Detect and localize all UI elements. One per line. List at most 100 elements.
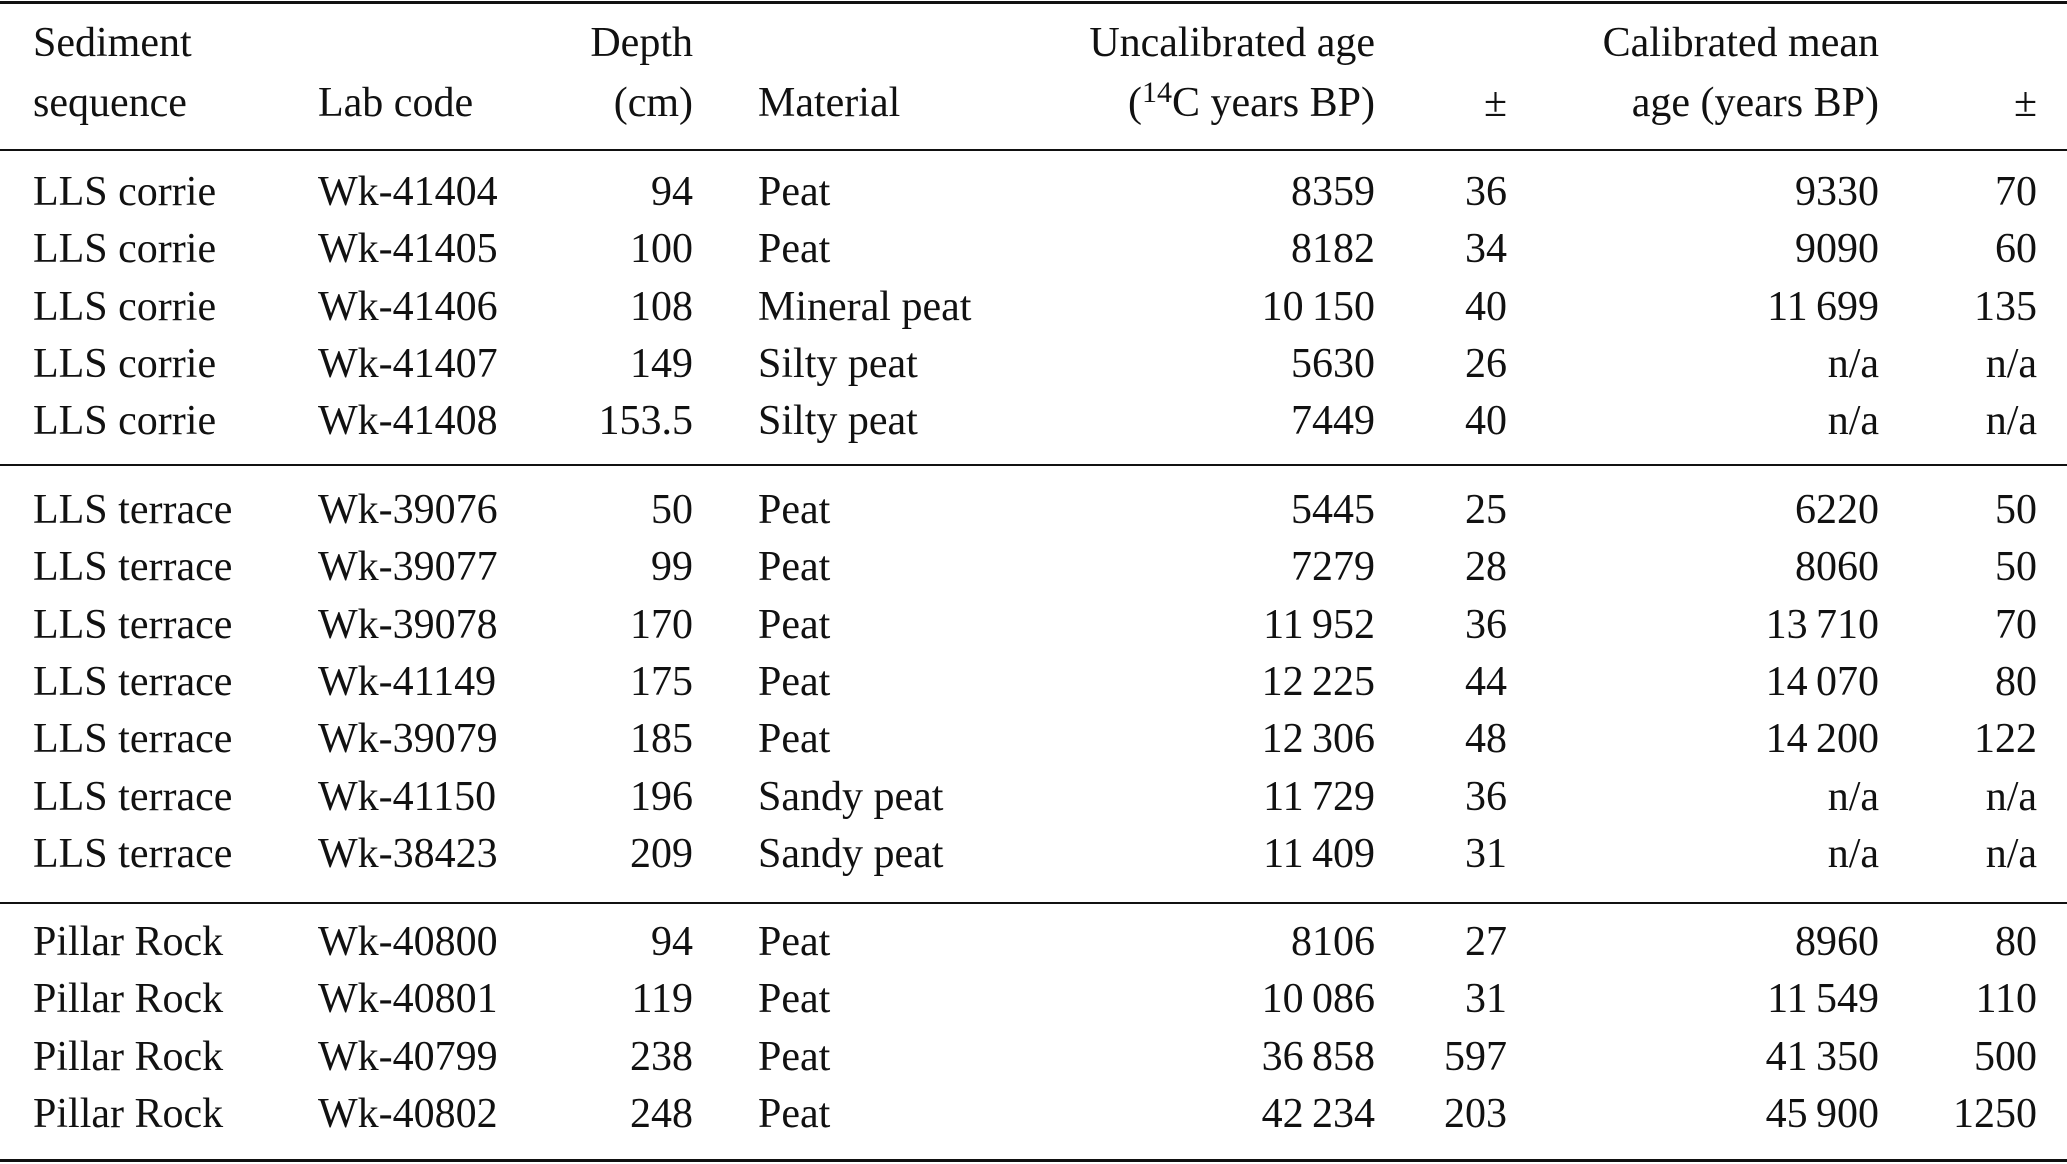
group-rule (0, 902, 2067, 904)
table-cell: 60 (1995, 226, 2037, 273)
table-cell: Wk-39078 (318, 601, 498, 648)
table-cell: 44 (1465, 658, 1507, 705)
table-cell: Peat (758, 919, 831, 965)
table-cell: 36 858 (1261, 1033, 1375, 1080)
bottom-rule (0, 1159, 2067, 1162)
header-cell: Material (758, 80, 901, 126)
table-cell: 209 (630, 830, 693, 877)
table-cell: Peat (758, 169, 831, 215)
table-cell: Wk-39077 (318, 544, 498, 591)
table-cell: LLS terrace (33, 487, 233, 533)
table-cell: 14 200 (1765, 716, 1879, 763)
header-cell: Calibrated mean (1602, 20, 1879, 66)
table-cell: LLS terrace (33, 773, 233, 820)
header-cell: Uncalibrated age (1089, 20, 1375, 66)
header-cell: sequence (33, 80, 187, 126)
table-cell: Wk-41404 (318, 169, 498, 215)
table-cell: 10 086 (1261, 976, 1375, 1023)
table-cell: 170 (630, 601, 693, 648)
table-cell: Silty peat (758, 340, 918, 387)
table-cell: 597 (1444, 1033, 1507, 1080)
table-cell: 25 (1465, 487, 1507, 533)
table-cell: 10 150 (1261, 283, 1375, 330)
table-cell: 13 710 (1765, 601, 1879, 648)
table-cell: 8960 (1795, 919, 1879, 965)
table-cell: Pillar Rock (33, 1090, 224, 1137)
table-cell: 9330 (1795, 169, 1879, 215)
table-cell: 34 (1465, 226, 1507, 273)
table-cell: Peat (758, 487, 831, 533)
group-rule (0, 464, 2067, 466)
table-cell: LLS terrace (33, 716, 233, 763)
table-cell: Peat (758, 601, 831, 648)
table-cell: LLS terrace (33, 830, 233, 877)
table-cell: Peat (758, 716, 831, 763)
table-cell: 28 (1465, 544, 1507, 591)
table-cell: 196 (630, 773, 693, 820)
table-cell: Wk-41407 (318, 340, 498, 387)
table-cell: n/a (1985, 340, 2037, 387)
table-cell: LLS corrie (33, 283, 217, 330)
header-cell: Depth (590, 20, 693, 66)
table-cell: Peat (758, 226, 831, 273)
table-cell: Sandy peat (758, 830, 944, 877)
table-cell: 80 (1995, 919, 2037, 965)
table-cell: 14 070 (1765, 658, 1879, 705)
table-cell: 135 (1974, 283, 2037, 330)
table-cell: n/a (1827, 830, 1879, 877)
table-cell: 36 (1465, 169, 1507, 215)
table-cell: 203 (1444, 1090, 1507, 1137)
header-cell: ± (2013, 80, 2037, 126)
table-cell: 80 (1995, 658, 2037, 705)
table-cell: Pillar Rock (33, 1033, 224, 1080)
header-cell: (cm) (613, 80, 693, 126)
table-cell: LLS terrace (33, 601, 233, 648)
table-cell: Wk-39079 (318, 716, 498, 763)
table-cell: Sandy peat (758, 773, 944, 820)
table-cell: 11 699 (1767, 283, 1879, 330)
table-cell: 36 (1465, 773, 1507, 820)
header-rule (0, 149, 2067, 151)
table-cell: 119 (631, 976, 693, 1023)
table-cell: Wk-40800 (318, 919, 498, 965)
table-cell: n/a (1985, 830, 2037, 877)
table-cell: 500 (1974, 1033, 2037, 1080)
superscript: 14 (1142, 76, 1172, 109)
table-cell: LLS terrace (33, 544, 233, 591)
table-cell: Peat (758, 544, 831, 591)
table-cell: 8182 (1291, 226, 1375, 273)
table-cell: 185 (630, 716, 693, 763)
table-cell: 70 (1995, 601, 2037, 648)
header-cell: Sediment (33, 20, 192, 66)
table-cell: 50 (1995, 544, 2037, 591)
table-cell: Peat (758, 658, 831, 705)
table-cell: 1250 (1953, 1090, 2037, 1137)
table-cell: 94 (651, 919, 693, 965)
table-cell: Wk-40801 (318, 976, 498, 1023)
top-rule (0, 1, 2067, 4)
table-cell: 42 234 (1261, 1090, 1375, 1137)
table-cell: 48 (1465, 716, 1507, 763)
table-cell: LLS corrie (33, 226, 217, 273)
table-cell: 70 (1995, 169, 2037, 215)
table-cell: LLS terrace (33, 658, 233, 705)
table-cell: 153.5 (598, 398, 694, 445)
table-cell: 7279 (1291, 544, 1375, 591)
table-cell: 12 306 (1261, 716, 1375, 763)
header-cell: ± (1483, 80, 1507, 126)
table-cell: 45 900 (1765, 1090, 1879, 1137)
table-cell: LLS corrie (33, 340, 217, 387)
header-text: ( (1128, 80, 1142, 126)
table-cell: LLS corrie (33, 398, 217, 445)
table-cell: n/a (1985, 773, 2037, 820)
table-cell: n/a (1827, 398, 1879, 445)
header-cell: (14C years BP) (1128, 78, 1375, 126)
table-cell: 8060 (1795, 544, 1879, 591)
table-cell: 100 (630, 226, 693, 273)
table-cell: Wk-38423 (318, 830, 498, 877)
table-cell: 7449 (1291, 398, 1375, 445)
table-cell: 11 409 (1263, 830, 1375, 877)
table-cell: 50 (651, 487, 693, 533)
table-cell: 40 (1465, 398, 1507, 445)
table-cell: 31 (1465, 976, 1507, 1023)
